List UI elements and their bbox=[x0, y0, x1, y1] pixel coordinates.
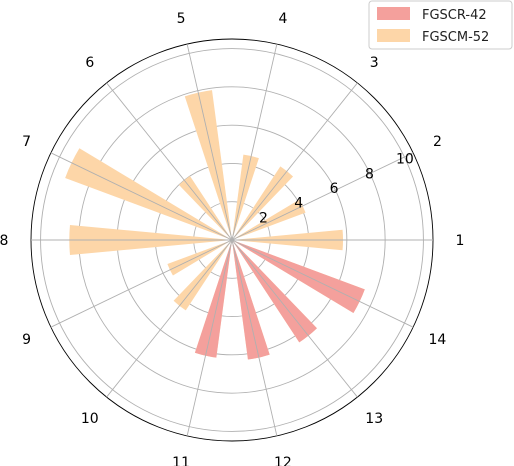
bar-fgscm-52-5 bbox=[184, 90, 232, 240]
angular-gridline bbox=[231, 43, 278, 241]
angular-gridline bbox=[231, 82, 358, 241]
angular-gridline bbox=[186, 43, 233, 241]
angular-tick-label: 5 bbox=[177, 11, 186, 27]
angular-tick-label: 9 bbox=[22, 332, 31, 348]
angular-tick-label: 4 bbox=[278, 11, 287, 27]
bar-fgscr-42-12 bbox=[232, 240, 270, 360]
bar-fgscm-52-2 bbox=[232, 199, 306, 240]
radial-tick-label: 10 bbox=[396, 152, 414, 168]
legend-label: FGSCR-42 bbox=[422, 8, 487, 23]
angular-tick-label: 8 bbox=[0, 233, 8, 249]
bar-fgscm-52-7 bbox=[65, 148, 232, 240]
angular-gridline bbox=[186, 239, 233, 437]
bar-fgscr-42-13 bbox=[232, 240, 317, 343]
bar-fgscm-52-9 bbox=[167, 240, 232, 276]
bar-fgscm-52-3 bbox=[232, 166, 294, 240]
angular-gridline bbox=[231, 239, 414, 328]
legend: FGSCR-42 FGSCM-52 bbox=[368, 0, 513, 50]
radial-tick-labels: 2 4 6 8 10 bbox=[259, 152, 414, 227]
angular-tick-label: 3 bbox=[370, 55, 379, 71]
angular-tick-label: 6 bbox=[85, 55, 94, 71]
angular-tick-label: 7 bbox=[22, 134, 31, 150]
angular-tick-label: 12 bbox=[274, 455, 292, 466]
angular-gridline bbox=[231, 239, 278, 437]
legend-label: FGSCM-52 bbox=[422, 30, 489, 45]
radial-tick-label: 6 bbox=[330, 181, 339, 197]
angular-gridlines bbox=[31, 43, 433, 437]
angular-gridline bbox=[50, 152, 233, 241]
angular-tick-label: 13 bbox=[365, 411, 383, 427]
radial-tick-label: 2 bbox=[259, 210, 268, 226]
radial-tick-label: 4 bbox=[294, 196, 303, 212]
angular-gridline bbox=[106, 82, 233, 241]
angular-gridline bbox=[106, 239, 233, 398]
angular-tick-label: 2 bbox=[433, 134, 442, 150]
angular-tick-label: 10 bbox=[81, 411, 99, 427]
angular-tick-label: 1 bbox=[456, 233, 465, 249]
legend-swatch bbox=[377, 7, 410, 20]
angular-gridline bbox=[231, 239, 358, 398]
angular-gridline bbox=[50, 239, 233, 328]
bar-fgscr-42-14 bbox=[232, 240, 365, 313]
radial-tick-label: 8 bbox=[365, 166, 374, 182]
angular-tick-label: 14 bbox=[428, 332, 446, 348]
angular-tick-label: 11 bbox=[172, 455, 190, 466]
legend-swatch bbox=[377, 29, 410, 42]
angular-gridline bbox=[231, 152, 414, 241]
bar-fgscm-52-4 bbox=[232, 154, 259, 240]
bar-fgscr-42-11 bbox=[194, 240, 232, 358]
